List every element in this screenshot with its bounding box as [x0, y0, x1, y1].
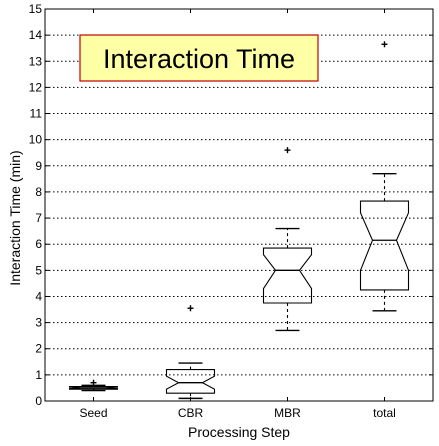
y-tick-label: 12 — [29, 80, 43, 94]
x-tick-label: Seed — [79, 406, 107, 420]
y-tick-label: 3 — [35, 316, 42, 330]
outlier-point — [90, 379, 97, 386]
y-tick-label: 8 — [35, 185, 42, 199]
chart-title: Interaction Time — [103, 44, 295, 74]
plot-frame — [44, 8, 434, 402]
outlier-point — [284, 147, 291, 154]
x-tick-label: MBR — [274, 406, 301, 420]
y-tick-label: 13 — [29, 54, 43, 68]
notched-box — [165, 369, 216, 394]
y-tick-label: 2 — [35, 342, 42, 356]
grid-lines — [45, 34, 433, 376]
boxes — [68, 41, 410, 400]
box-mbr — [262, 147, 313, 332]
y-tick-label: 7 — [35, 211, 42, 225]
box-seed — [68, 379, 119, 392]
y-tick-label: 14 — [29, 28, 43, 42]
y-tick-label: 0 — [35, 394, 42, 408]
chart-title-box: Interaction Time — [79, 34, 319, 82]
y-tick-label: 5 — [35, 263, 42, 277]
y-tick-label: 6 — [35, 237, 42, 251]
x-axis-label: Processing Step — [188, 424, 290, 440]
y-tick-label: 10 — [29, 133, 43, 147]
box-cbr — [165, 305, 216, 400]
y-tick-label: 9 — [35, 159, 42, 173]
notched-box — [68, 386, 119, 390]
outlier-point — [187, 305, 194, 312]
x-tick-label: total — [373, 406, 396, 420]
notched-box — [262, 247, 313, 304]
notched-box — [359, 200, 410, 291]
y-tick-label: 4 — [35, 289, 42, 303]
y-tick-label: 1 — [35, 368, 42, 382]
x-tick-label: CBR — [178, 406, 204, 420]
box-total — [359, 41, 410, 312]
outlier-point — [381, 41, 388, 48]
y-axis-label: Interaction Time (min) — [7, 150, 23, 285]
x-axis: Seed CBR MBR total — [79, 9, 396, 420]
y-tick-label: 11 — [30, 107, 43, 121]
chart-title-background — [79, 34, 319, 82]
y-tick-label: 15 — [29, 2, 43, 16]
